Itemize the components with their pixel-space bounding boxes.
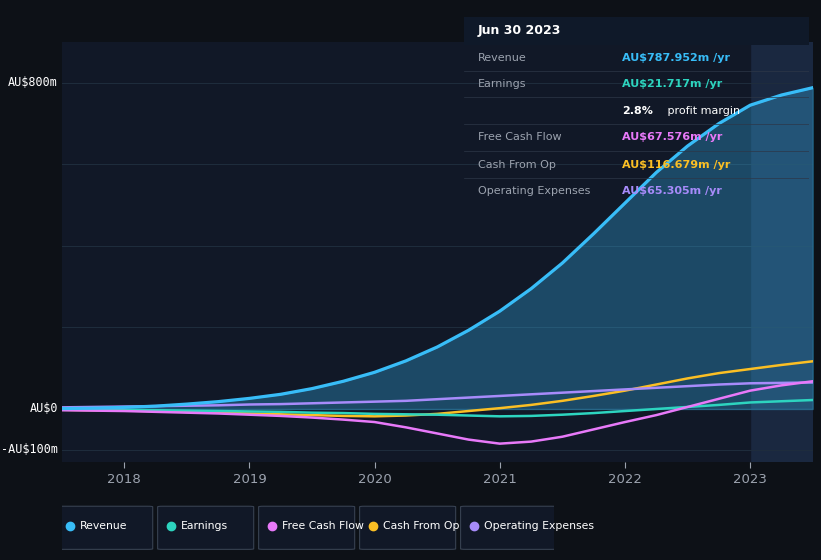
Text: AU$800m: AU$800m bbox=[8, 76, 57, 89]
Text: Earnings: Earnings bbox=[181, 521, 228, 531]
Bar bbox=[750, 42, 813, 462]
Text: Cash From Op: Cash From Op bbox=[383, 521, 460, 531]
Bar bbox=[464, 17, 809, 45]
Text: -AU$100m: -AU$100m bbox=[1, 444, 57, 456]
Text: Jun 30 2023: Jun 30 2023 bbox=[478, 25, 561, 38]
FancyBboxPatch shape bbox=[259, 506, 355, 549]
Text: Cash From Op: Cash From Op bbox=[478, 160, 556, 170]
Text: AU$116.679m /yr: AU$116.679m /yr bbox=[622, 160, 731, 170]
Text: Operating Expenses: Operating Expenses bbox=[484, 521, 594, 531]
Text: AU$0: AU$0 bbox=[30, 403, 57, 416]
Text: Revenue: Revenue bbox=[80, 521, 128, 531]
FancyBboxPatch shape bbox=[360, 506, 456, 549]
Text: Operating Expenses: Operating Expenses bbox=[478, 186, 590, 196]
FancyBboxPatch shape bbox=[57, 506, 153, 549]
Text: AU$21.717m /yr: AU$21.717m /yr bbox=[622, 80, 722, 90]
Text: AU$787.952m /yr: AU$787.952m /yr bbox=[622, 53, 731, 63]
FancyBboxPatch shape bbox=[461, 506, 557, 549]
Bar bbox=[62, 42, 750, 462]
Text: AU$67.576m /yr: AU$67.576m /yr bbox=[622, 132, 722, 142]
Text: 2.8%: 2.8% bbox=[622, 106, 654, 115]
Text: Earnings: Earnings bbox=[478, 80, 526, 90]
Text: AU$65.305m /yr: AU$65.305m /yr bbox=[622, 186, 722, 196]
Text: profit margin: profit margin bbox=[664, 106, 740, 115]
Text: Free Cash Flow: Free Cash Flow bbox=[282, 521, 365, 531]
FancyBboxPatch shape bbox=[158, 506, 254, 549]
Text: Revenue: Revenue bbox=[478, 53, 526, 63]
Text: Free Cash Flow: Free Cash Flow bbox=[478, 132, 562, 142]
